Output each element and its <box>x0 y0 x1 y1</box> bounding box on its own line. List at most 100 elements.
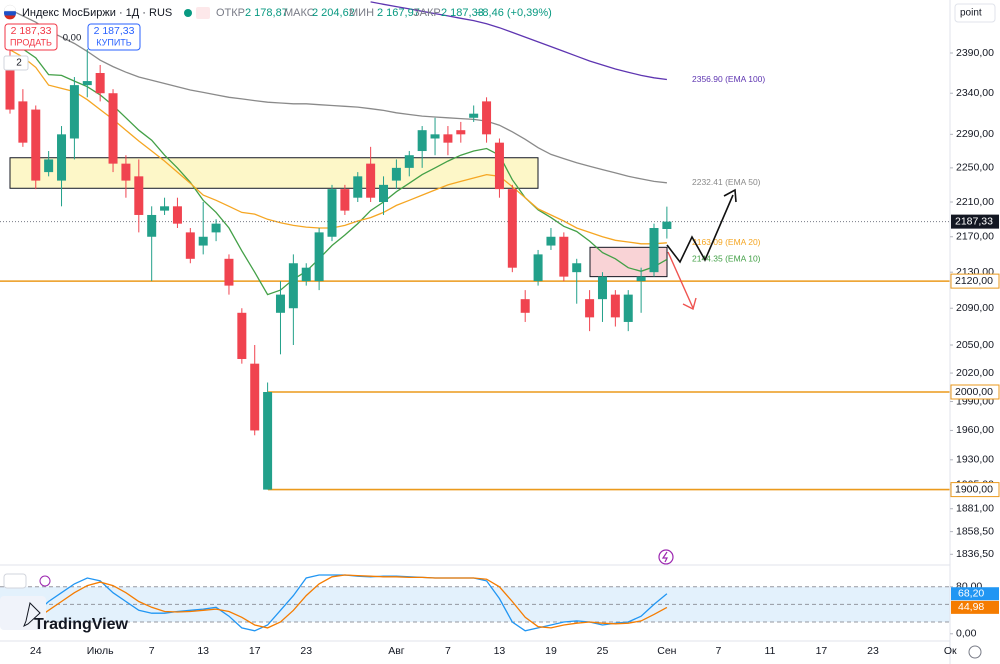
candle-body <box>636 276 646 282</box>
candle-body <box>559 236 569 277</box>
candle-body <box>121 163 131 181</box>
candle-body <box>275 294 285 313</box>
open-label: ОТКР <box>216 7 245 19</box>
stoch-line <box>9 574 668 629</box>
candle-body <box>301 267 311 282</box>
stoch-label: 44,98 <box>958 601 984 613</box>
draw-button[interactable] <box>0 596 46 630</box>
candle-body <box>662 221 672 229</box>
candle-body <box>185 232 195 259</box>
candle-body <box>237 312 247 359</box>
candle-body <box>327 189 337 237</box>
sell-price: 2 187,33 <box>11 25 52 37</box>
candle-body <box>443 134 453 143</box>
candle-body <box>31 109 41 181</box>
status-icon <box>196 7 210 19</box>
close-value: 2 187,33 <box>441 7 484 19</box>
candle-body <box>57 134 67 181</box>
x-tick-label: 25 <box>597 645 609 657</box>
y-tick-label: 2390,00 <box>956 47 994 59</box>
candle-body <box>585 299 595 318</box>
alert-icon[interactable] <box>658 549 674 565</box>
candle-body <box>172 206 182 224</box>
zone <box>9 157 539 189</box>
x-tick-label: 19 <box>545 645 557 657</box>
ema-line <box>370 1 667 81</box>
arrow-head <box>723 188 737 203</box>
candle-body <box>211 223 221 233</box>
pane-icon[interactable] <box>39 575 51 587</box>
x-tick-label: 7 <box>149 645 155 657</box>
ema-label: 2163.09 (EMA 20) <box>692 237 761 247</box>
flag-bottom <box>4 15 16 20</box>
y-tick-label: 1881,00 <box>956 503 994 515</box>
spread: 0,00 <box>63 33 82 44</box>
candle-body <box>288 263 298 309</box>
candle-body <box>366 163 376 198</box>
y-tick-label: 2340,00 <box>956 87 994 99</box>
y-tick-label: 2050,00 <box>956 339 994 351</box>
pane-toggle[interactable] <box>3 573 27 589</box>
ema-line <box>9 9 667 184</box>
candle-body <box>18 101 28 143</box>
candle-body <box>263 391 273 490</box>
x-tick-label: 17 <box>249 645 261 657</box>
level-label: 1900,00 <box>955 483 993 495</box>
sell-button[interactable] <box>4 23 58 51</box>
stoch-label-bg <box>951 587 999 601</box>
down-arrow <box>667 251 694 309</box>
indicators-count: 2 <box>16 58 22 69</box>
candle-body <box>69 85 79 139</box>
flag-top <box>3 4 17 12</box>
x-tick-label: Ок <box>944 645 957 657</box>
candle-body <box>533 254 543 282</box>
mid-layer: 2144.35 (EMA 10) 2163.09 (EMA 20) 2232.41 … <box>5 49 765 632</box>
candle-body <box>520 299 530 313</box>
y-tick-label: 2090,00 <box>956 302 994 314</box>
buy-button[interactable] <box>87 23 141 51</box>
level-label-bg <box>950 273 1000 289</box>
y-tick-label: 2170,00 <box>956 231 994 243</box>
sell-label: ПРОДАТЬ <box>10 37 52 47</box>
symbol: Индекс МосБиржи · 1Д · RUS <box>22 7 172 19</box>
y-tick-label: 1960,00 <box>956 424 994 436</box>
stoch-line <box>9 574 668 632</box>
ema-line <box>9 49 667 245</box>
candle-body <box>572 263 582 273</box>
price-axis-bg <box>950 0 1000 664</box>
settings-icon[interactable] <box>968 645 982 659</box>
change: +8,46 (+0,39%) <box>476 7 552 19</box>
back-layer <box>0 1 950 623</box>
candle-body <box>95 73 105 94</box>
x-tick-label: 24 <box>30 645 42 657</box>
candle-body <box>546 236 556 246</box>
candle-body <box>198 236 208 246</box>
candle-body <box>82 81 92 86</box>
candle-body <box>250 363 260 431</box>
candle-body <box>597 276 607 300</box>
candle-body <box>404 155 414 168</box>
candle-body <box>623 294 633 322</box>
forecast-arrow <box>666 194 734 264</box>
scale-button[interactable] <box>954 3 996 23</box>
axis-layer: 2390,00 2340,00 2290,00 2250,00 2210,00 2170,… <box>30 47 1000 657</box>
level-label: 2000,00 <box>955 386 993 398</box>
y-tick-label: 0,00 <box>956 628 977 640</box>
y-tick-label: 2210,00 <box>956 196 994 208</box>
y-tick-label: 1858,50 <box>956 525 994 537</box>
indicators-toggle[interactable] <box>3 55 29 71</box>
high-label: МАКС <box>284 7 315 19</box>
candle-body <box>108 93 118 164</box>
x-tick-label: Сен <box>657 645 676 657</box>
header: Индекс МосБиржи · 1Д · RUS ОТКР 2 178,87… <box>0 3 996 659</box>
x-tick-label: Авг <box>388 645 405 657</box>
stoch-label: 68,20 <box>958 588 984 600</box>
x-tick-label: 11 <box>764 645 775 657</box>
draw-icon <box>23 602 41 628</box>
buy-price: 2 187,33 <box>94 25 135 37</box>
candle-body <box>5 64 15 110</box>
candle-body <box>134 176 144 215</box>
y-tick-label: 1836,50 <box>956 548 994 560</box>
last-price-label: 2187,33 <box>955 215 993 227</box>
